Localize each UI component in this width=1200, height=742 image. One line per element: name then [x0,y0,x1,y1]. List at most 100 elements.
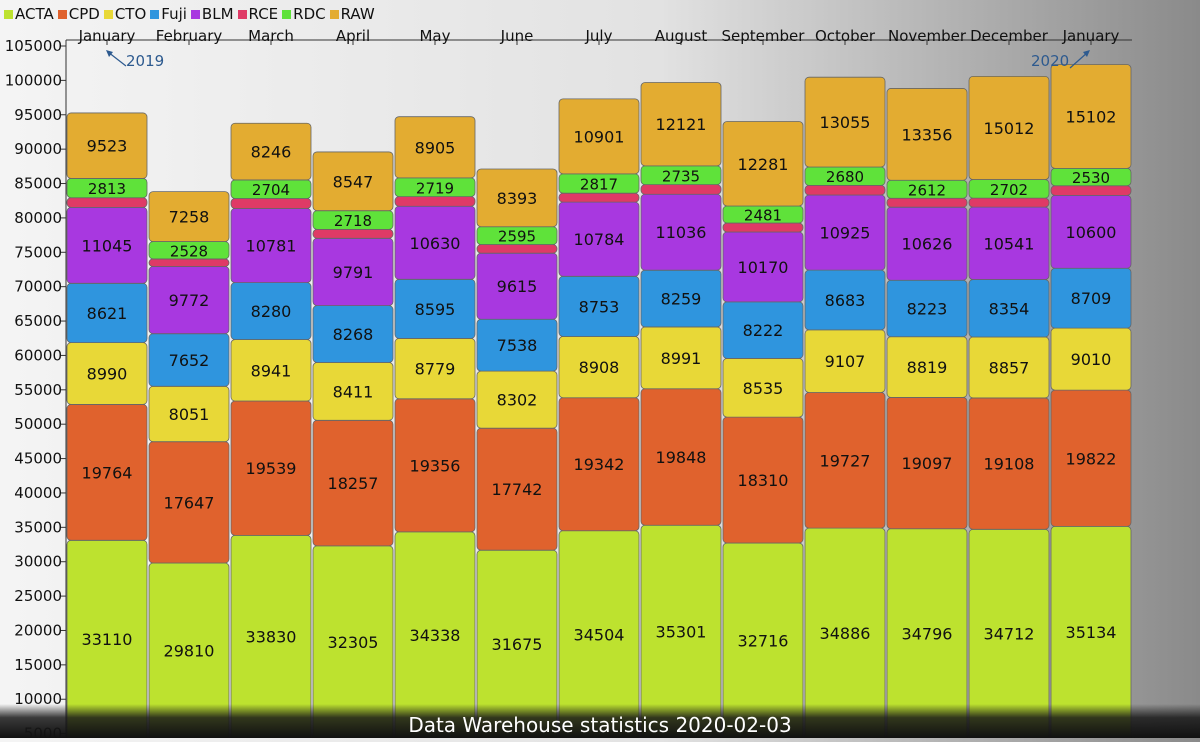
legend-item-rce: RCE [237,5,279,23]
legend-item-raw: RAW [329,5,375,23]
bar-stack: 35301 19848 8991 8259 11036 2735 12121 [640,82,722,742]
data-label: 8819 [907,358,948,377]
bar-segment-raw [230,122,312,181]
data-label: 19848 [656,448,707,467]
data-label: 8268 [333,325,374,344]
data-label: 8753 [579,297,620,316]
data-label: 10170 [738,258,789,277]
data-label: 2704 [252,181,290,199]
data-label: 2680 [826,168,864,186]
data-label: 34886 [820,624,871,643]
bar-segment-rce [476,244,558,254]
bar-segment-raw [886,88,968,181]
bar-stack: 34338 19356 8779 8595 10630 2719 8905 [394,116,476,742]
data-label: 17742 [492,480,543,499]
y-tick-label: 100000 [5,71,62,89]
legend: ACTA CPD CTO Fuji BLM RCE RDC RAW [4,4,379,24]
bar-segment-rce [1050,185,1132,196]
y-tick-label: 35000 [14,518,62,536]
legend-item-acta: ACTA [4,5,54,23]
bar-segment-raw [476,168,558,228]
y-tick-label: 10000 [14,690,62,708]
footer-bar [0,704,1200,738]
y-tick-label: 50000 [14,415,62,433]
bar-stack: 32716 18310 8535 8222 10170 2481 12281 [722,121,804,742]
legend-swatch [329,9,339,19]
data-label: 8908 [579,358,620,377]
data-label: 15012 [984,119,1035,138]
legend-label: Fuji [161,5,187,23]
bar-stack: 34504 19342 8908 8753 10784 2817 10901 [558,98,640,742]
annotation-label: 2019 [126,52,164,70]
data-label: 19822 [1066,449,1117,468]
data-label: 2530 [1072,169,1110,187]
annotation-arrowhead [106,50,113,57]
data-label: 8246 [251,143,292,162]
data-label: 8595 [415,300,456,319]
bar-stack: 34796 19097 8819 8223 10626 2612 13356 [886,88,968,742]
data-label: 7652 [169,351,210,370]
data-label: 19342 [574,455,625,474]
y-tick-label: 90000 [14,140,62,158]
data-label: 10541 [984,234,1035,253]
data-label: 8411 [333,382,374,401]
legend-swatch [282,9,292,19]
legend-swatch [57,9,67,19]
bar-stack: 33110 19764 8990 8621 11045 2813 9523 [66,112,148,742]
bar-segment-raw [968,75,1050,180]
data-label: 8051 [169,405,210,424]
annotation-arrow [1069,51,1089,69]
bar-segment-rce [66,197,148,208]
y-tick-label: 25000 [14,587,62,605]
data-label: 12281 [738,155,789,174]
legend-label: RDC [293,5,326,23]
data-label: 9791 [333,263,374,282]
data-label: 11045 [82,236,133,255]
bar-segment-rce [394,196,476,207]
data-label: 34712 [984,625,1035,644]
bar-segment-raw [558,98,640,175]
data-label: 2719 [416,179,454,197]
legend-item-cpd: CPD [57,5,100,23]
data-label: 11036 [656,223,707,242]
data-label: 13055 [820,113,871,132]
data-label: 10781 [246,237,297,256]
data-label: 19764 [82,463,133,482]
legend-label: CPD [68,5,100,23]
category-label: March [248,27,294,45]
category-label: August [655,27,708,45]
data-label: 8683 [825,291,866,310]
category-label: January [1062,27,1120,45]
category-label: April [336,27,370,45]
legend-swatch [4,9,13,19]
data-label: 10600 [1066,223,1117,242]
data-label: 18310 [738,471,789,490]
data-label: 2817 [580,176,618,194]
data-label: 9107 [825,352,866,371]
bar-stack: 34886 19727 9107 8683 10925 2680 13055 [804,76,886,742]
bar-segment-raw [1050,64,1132,169]
data-label: 2702 [990,181,1028,199]
legend-label: RCE [248,5,279,23]
data-label: 19727 [820,451,871,470]
y-tick-label: 45000 [14,450,62,468]
y-tick-label: 105000 [5,37,62,55]
annotation-arrowhead [1083,50,1090,57]
data-label: 18257 [328,474,379,493]
bar-stack: 35134 19822 9010 8709 10600 2530 15102 [1050,64,1132,742]
legend-item-blm: BLM [190,5,234,23]
data-label: 7258 [169,208,210,227]
data-label: 12121 [656,115,707,134]
data-label: 19097 [902,454,953,473]
data-label: 10784 [574,230,625,249]
data-label: 2735 [662,167,700,185]
data-label: 13356 [902,125,953,144]
data-label: 2612 [908,181,946,199]
data-label: 8302 [497,391,538,410]
y-tick-label: 30000 [14,553,62,571]
data-label: 8535 [743,379,784,398]
legend-item-fuji: Fuji [150,5,187,23]
data-label: 17647 [164,493,215,512]
data-label: 32716 [738,632,789,651]
y-tick-label: 85000 [14,175,62,193]
